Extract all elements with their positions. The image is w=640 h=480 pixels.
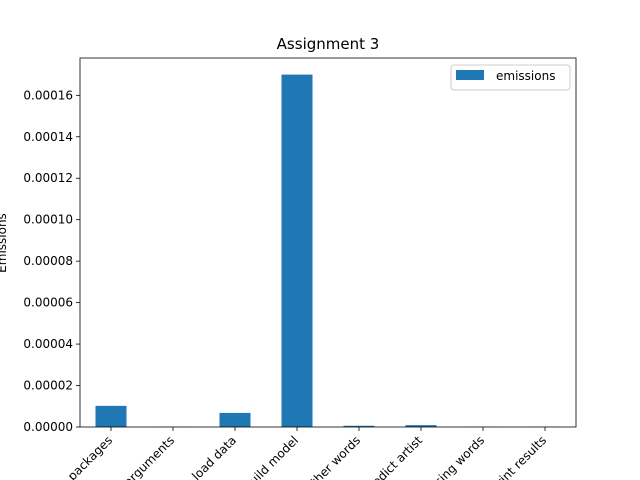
legend-swatch	[456, 70, 484, 80]
y-tick-label-4: 0.00008	[23, 254, 73, 268]
y-tick-label-2: 0.00004	[23, 337, 73, 351]
legend: emissions	[450, 64, 571, 91]
plot-area-frame	[79, 57, 577, 428]
y-tick-label-3: 0.00006	[23, 296, 73, 310]
y-tick-label-5: 0.00010	[23, 213, 73, 227]
legend-label: emissions	[496, 69, 555, 83]
y-tick-label-6: 0.00012	[23, 171, 73, 185]
bar-5	[405, 425, 437, 427]
chart-title: Assignment 3	[277, 35, 380, 53]
bar-0	[95, 405, 127, 427]
y-axis-label: Emissions	[0, 213, 9, 273]
bar-3	[281, 74, 313, 428]
bars-group	[95, 74, 561, 428]
y-tick-label-8: 0.00016	[23, 88, 73, 102]
y-tick-label-0: 0.00000	[23, 420, 73, 434]
bar-2	[219, 412, 251, 427]
y-tick-label-7: 0.00014	[23, 130, 73, 144]
y-tick-label-1: 0.00002	[23, 379, 73, 393]
bar-4	[343, 425, 375, 427]
y-axis-ticks: 0.00000 0.00002 0.00004 0.00006 0.00008 0.000…	[23, 88, 80, 434]
